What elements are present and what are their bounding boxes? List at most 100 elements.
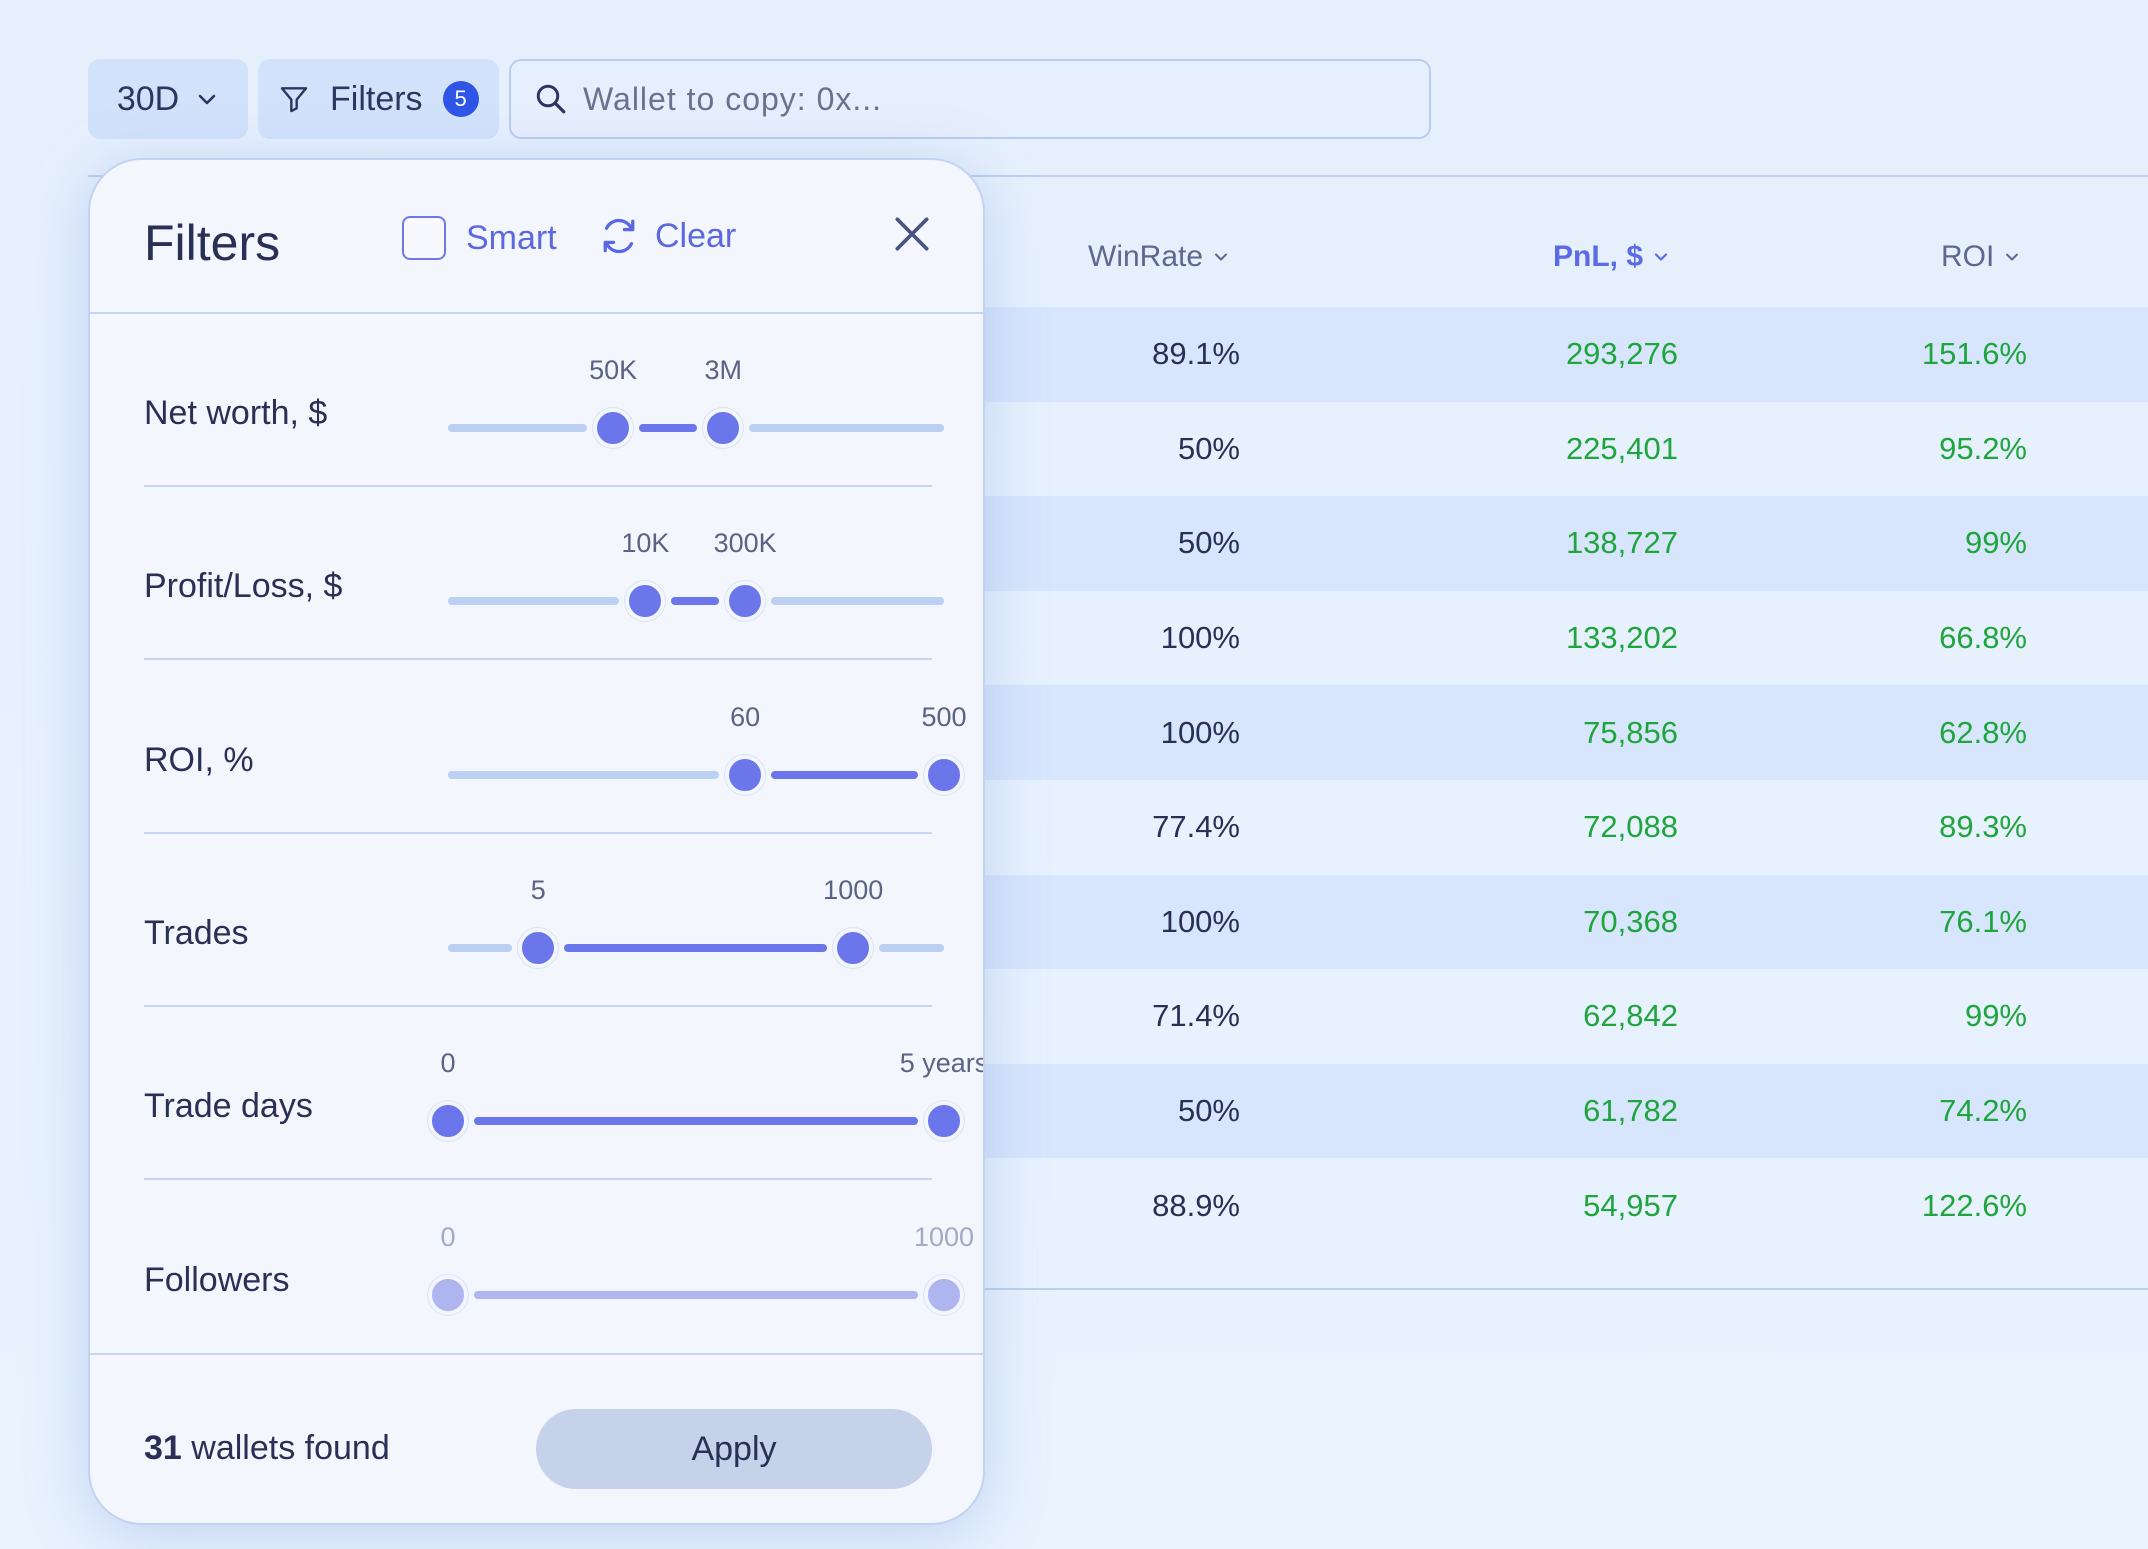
table-row[interactable]: 89.1% 293,276 151.6% (985, 307, 2148, 402)
column-header-roi[interactable]: ROI (1941, 240, 2022, 274)
pnl-cell: 225,401 (1565, 430, 1678, 466)
wallet-search[interactable] (509, 59, 1431, 139)
refresh-icon (603, 218, 635, 254)
filter-label: Trades (144, 913, 249, 952)
pnl-cell: 61,782 (1583, 1093, 1678, 1129)
filter-label: Followers (144, 1260, 290, 1299)
clear-label: Clear (655, 216, 737, 255)
range-slider[interactable]: 50K 3M (144, 314, 944, 487)
filter-row: ROI, % 60 500 (144, 661, 967, 834)
period-dropdown[interactable]: 30D (88, 59, 248, 139)
slider-range (771, 770, 918, 779)
table-row[interactable]: 50% 225,401 95.2% (985, 402, 2148, 497)
checkbox-box[interactable] (402, 216, 446, 260)
filters-panel: Filters Smart Clear Net worth, $ 50K 3M Pro… (88, 158, 985, 1525)
roi-cell: 99% (1964, 998, 2027, 1034)
roi-cell: 151.6% (1921, 336, 2027, 372)
filters-count-badge: 5 (442, 81, 479, 117)
roi-cell: 95.2% (1939, 430, 2027, 466)
slider-min-label: 60 (730, 701, 761, 732)
table-row[interactable]: 100% 70,368 76.1% (985, 874, 2148, 970)
slider-min-label: 10K (621, 528, 670, 559)
filters-button[interactable]: Filters 5 (258, 59, 499, 139)
slider-min-handle[interactable] (725, 754, 766, 795)
pnl-cell: 138,727 (1565, 525, 1678, 561)
slider-track (448, 597, 620, 606)
winrate-cell: 50% (1177, 525, 1240, 561)
slider-max-label: 1000 (823, 874, 884, 905)
wallet-search-input[interactable] (583, 80, 1403, 118)
apply-button[interactable]: Apply (536, 1409, 932, 1489)
winrate-cell: 77.4% (1152, 809, 1240, 845)
chevron-down-icon (2006, 253, 2019, 261)
table-row[interactable]: 50% 138,727 99% (985, 496, 2148, 591)
slider-min-handle[interactable] (428, 1274, 468, 1315)
slider-max-label: 5 years (899, 1048, 985, 1079)
column-header-winrate[interactable]: WinRate (1088, 240, 1231, 274)
slider-min-handle[interactable] (428, 1101, 468, 1142)
slider-max-label: 3M (704, 355, 743, 385)
table-row[interactable]: 50% 61,782 74.2% (985, 1063, 2148, 1159)
winrate-cell: 71.4% (1152, 998, 1240, 1034)
slider-track (771, 597, 944, 606)
roi-cell: 66.8% (1939, 620, 2027, 656)
close-icon[interactable] (890, 212, 934, 256)
slider-min-handle[interactable] (625, 581, 666, 622)
slider-max-handle[interactable] (924, 754, 964, 795)
smart-checkbox[interactable]: Smart (402, 216, 557, 260)
range-slider[interactable]: 10K 300K (144, 487, 944, 660)
column-header-label: PnL, $ (1553, 240, 1644, 273)
wallets-found-text: wallets found (191, 1429, 390, 1467)
range-slider[interactable]: 0 1000 (144, 1181, 974, 1354)
slider-max-handle[interactable] (703, 408, 744, 448)
column-header-label: WinRate (1088, 240, 1204, 273)
roi-cell: 99% (1964, 525, 2027, 561)
table-row[interactable]: 71.4% 62,842 99% (985, 969, 2148, 1064)
pnl-cell: 62,842 (1583, 998, 1678, 1034)
range-slider[interactable]: 5 1000 (144, 834, 944, 1007)
slider-track (749, 424, 944, 432)
clear-button[interactable]: Clear (597, 214, 736, 258)
filter-row: Net worth, $ 50K 3M (144, 314, 944, 487)
slider-track (448, 424, 588, 432)
slider-max-handle[interactable] (924, 1101, 964, 1142)
slider-max-handle[interactable] (833, 927, 874, 968)
slider-max-handle[interactable] (725, 581, 766, 622)
table-body: 89.1% 293,276 151.6% 50% 225,401 95.2% 50% 138,… (985, 307, 2148, 1253)
slider-min-label: 0 (440, 1221, 456, 1252)
slider-min-handle[interactable] (593, 408, 634, 448)
filter-row: Trade days 0 5 years (144, 1007, 983, 1181)
slider-min-label: 0 (440, 1048, 456, 1079)
slider-max-label: 300K (713, 528, 777, 559)
filter-row: Trades 5 1000 (144, 834, 944, 1007)
slider-max-label: 1000 (913, 1221, 975, 1252)
slider-range (639, 424, 698, 432)
column-header-pnl[interactable]: PnL, $ (1553, 240, 1671, 274)
slider-min-label: 5 (530, 874, 546, 905)
toolbar: 30D Filters 5 (88, 59, 1431, 139)
pnl-cell: 72,088 (1583, 809, 1678, 845)
table-row[interactable]: 100% 75,856 62.8% (985, 685, 2148, 780)
slider-track (879, 943, 944, 952)
slider-range (564, 943, 828, 952)
slider-max-handle[interactable] (924, 1274, 964, 1315)
table-divider (88, 175, 2148, 177)
roi-cell: 76.1% (1939, 903, 2027, 939)
filter-label: Profit/Loss, $ (144, 567, 343, 606)
filter-label: Trade days (144, 1087, 313, 1126)
slider-track (448, 770, 720, 779)
range-slider[interactable]: 60 500 (144, 661, 967, 834)
slider-min-handle[interactable] (518, 927, 559, 968)
range-slider[interactable]: 0 5 years (144, 1007, 983, 1180)
filter-label: Net worth, $ (144, 394, 328, 432)
roi-cell: 89.3% (1939, 809, 2027, 845)
table-row[interactable]: 88.9% 54,957 122.6% (985, 1158, 2148, 1253)
roi-cell: 62.8% (1939, 714, 2027, 750)
chevron-down-icon (1215, 253, 1228, 261)
roi-cell: 74.2% (1939, 1093, 2027, 1129)
pnl-cell: 133,202 (1565, 620, 1678, 656)
table-divider (985, 1288, 2148, 1290)
table-row[interactable]: 100% 133,202 66.8% (985, 591, 2148, 686)
smart-label: Smart (466, 218, 557, 257)
table-row[interactable]: 77.4% 72,088 89.3% (985, 780, 2148, 875)
